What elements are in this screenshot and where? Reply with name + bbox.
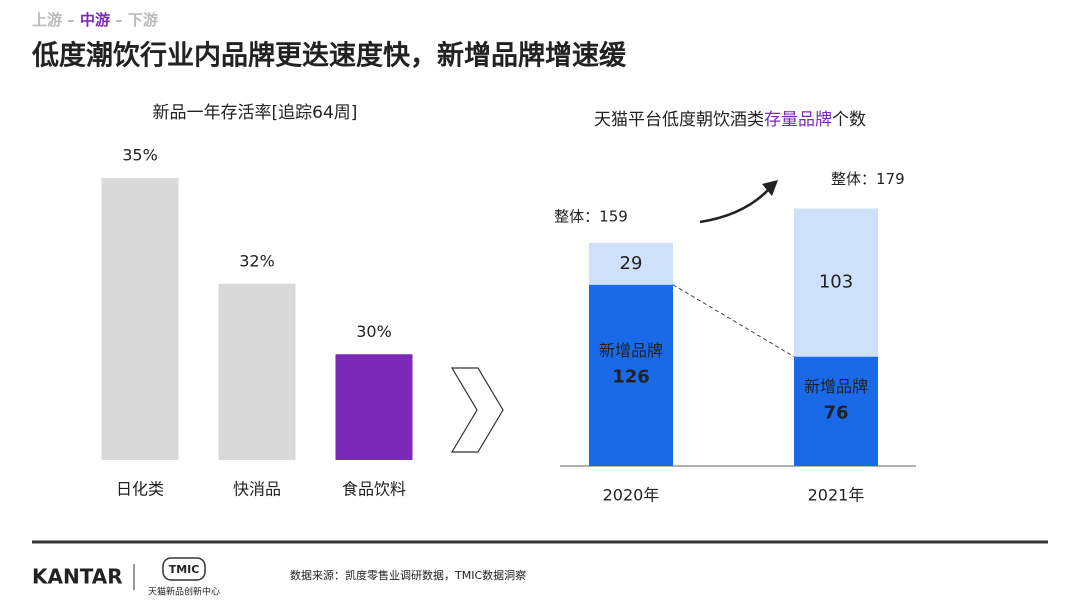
segment-name: 新增品牌 [804,377,868,396]
category-label: 日化类 [116,480,164,499]
bar [101,178,179,460]
chevron [450,367,504,453]
total-label: 整体：159 [554,208,628,226]
value-label: 32% [239,251,275,270]
segment-name: 新增品牌 [599,341,663,360]
bar-segment [794,356,878,466]
category-label: 2020年 [603,486,660,505]
chart-title: 天猫平台低度朝饮酒类存量品牌个数 [594,110,866,130]
segment-value: 103 [819,272,853,293]
category-label: 快消品 [233,480,281,499]
partner-name: 天猫新品创新中心 [148,586,220,598]
logo: KANTAR [32,565,123,589]
connector [672,284,795,358]
chart-title: 新品一年存活率[追踪64周] [153,103,358,123]
value-label: 30% [356,322,392,341]
total-label: 整体：179 [831,170,905,188]
bar [335,354,413,460]
chart-title-part: 新品一年存活率[追踪64周] [153,103,358,123]
breadcrumb-item: 上游 – [32,11,80,29]
breadcrumb-item: – 下游 [110,11,158,29]
breadcrumb-item: 中游 [80,11,110,29]
arrow-head [762,180,778,196]
bar [218,283,296,460]
bar-segment [794,208,878,357]
partner-logo: TMIC [169,563,200,576]
category-label: 食品饮料 [342,480,406,499]
partner-badge [162,557,206,581]
chart-title-part: 个数 [832,110,866,130]
bar-segment [589,242,673,285]
slide-title: 低度潮饮行业内品牌更迭速度快，新增品牌增速缓 [31,40,627,72]
chart-title-part: 存量品牌 [764,110,832,130]
source-note: 数据来源：凯度零售业调研数据，TMIC数据洞察 [290,568,526,582]
segment-value: 76 [823,402,848,423]
category-label: 2021年 [808,486,865,505]
segment-value: 126 [612,366,650,387]
segment-value: 29 [620,253,643,274]
chart-title-part: 天猫平台低度朝饮酒类 [594,110,764,130]
value-label: 35% [122,146,158,165]
growth-arrow [699,187,771,224]
breadcrumb: 上游 – 中游 – 下游 [32,11,158,29]
bar-segment [589,284,673,466]
